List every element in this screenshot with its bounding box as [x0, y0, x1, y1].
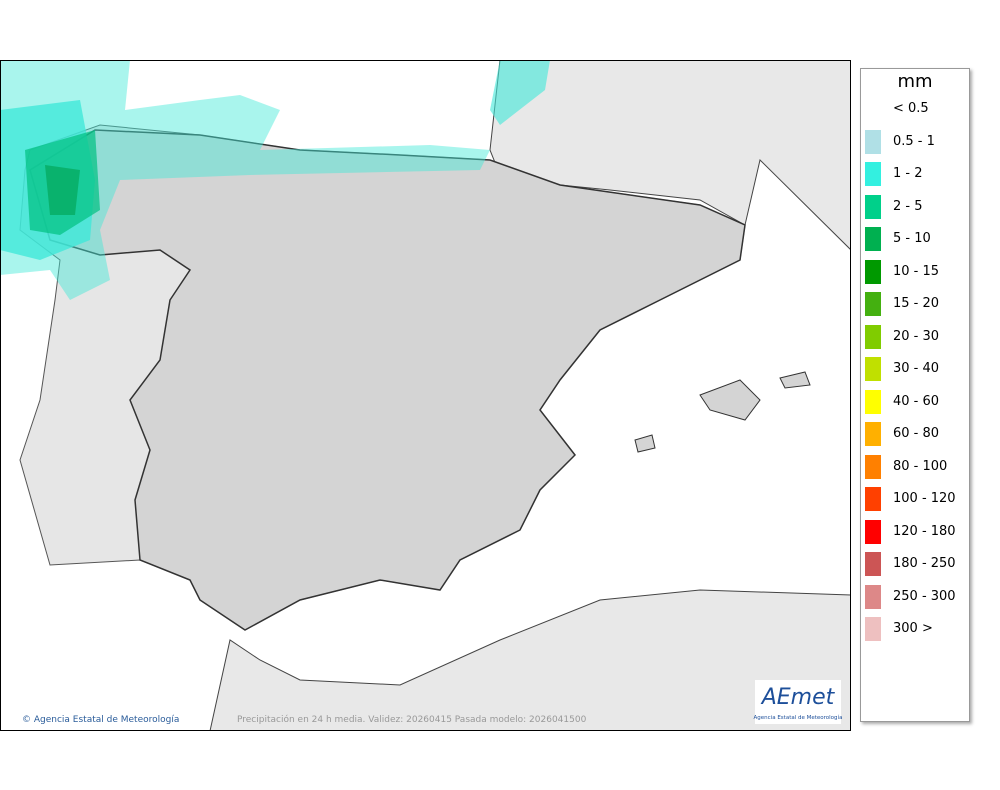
legend-swatch — [865, 422, 881, 446]
legend-label: 40 - 60 — [893, 393, 940, 409]
legend-item: 1 - 2 — [865, 162, 969, 186]
legend-label: 80 - 100 — [893, 458, 948, 474]
legend-swatch — [865, 552, 881, 576]
legend-label: 10 - 15 — [893, 263, 940, 279]
legend-label: 120 - 180 — [893, 523, 956, 539]
legend-item: 120 - 180 — [865, 519, 969, 544]
credit: © Agencia Estatal de Meteorología — [22, 715, 179, 725]
legend-item: 0.5 - 1 — [865, 129, 969, 154]
legend-swatch — [865, 389, 881, 414]
legend-item: < 0.5 — [865, 97, 969, 121]
legend-label: 250 - 300 — [893, 588, 956, 604]
legend-item: 60 - 80 — [865, 422, 969, 446]
legend-item: 10 - 15 — [865, 259, 969, 284]
legend-swatch — [865, 259, 881, 284]
map: © Agencia Estatal de Meteorología Precip… — [0, 60, 851, 731]
legend-swatch — [865, 97, 881, 121]
legend-label: 60 - 80 — [893, 426, 940, 441]
legend-swatch — [865, 162, 881, 186]
legend-label: < 0.5 — [893, 101, 929, 116]
legend-item: 300 > — [865, 617, 969, 641]
legend-swatch — [865, 519, 881, 544]
legend-label: 15 - 20 — [893, 296, 940, 311]
legend-swatch — [865, 487, 881, 511]
legend-label: 1 - 2 — [893, 166, 923, 181]
legend-item: 2 - 5 — [865, 194, 969, 219]
precip-1-2 — [490, 60, 550, 125]
mallorca — [699, 379, 761, 421]
legend-item: 15 - 20 — [865, 292, 969, 316]
logo-box — [755, 680, 841, 724]
legend-swatch — [865, 292, 881, 316]
legend-swatch — [865, 324, 881, 349]
legend-swatch — [865, 357, 881, 381]
legend-label: 300 > — [893, 621, 933, 636]
legend-title: mm — [897, 71, 933, 92]
ibiza — [634, 434, 656, 453]
legend-item: 5 - 10 — [865, 227, 969, 251]
legend-label: 180 - 250 — [893, 556, 956, 571]
precip-1-2 — [0, 60, 490, 300]
legend-label: 20 - 30 — [893, 328, 940, 344]
legend-item: 180 - 250 — [865, 552, 969, 576]
precip-5-10 — [45, 165, 80, 215]
legend-item: 250 - 300 — [865, 584, 969, 609]
legend-swatch — [865, 454, 881, 479]
legend-item: 40 - 60 — [865, 389, 969, 414]
logo: AEmet — [760, 685, 836, 710]
caption: Precipitación en 24 h media. Validez: 20… — [237, 714, 587, 725]
legend-label: 2 - 5 — [893, 198, 923, 214]
legend-item: 20 - 30 — [865, 324, 969, 349]
legend-item: 100 - 120 — [865, 487, 969, 511]
logo-subtitle: Agencia Estatal de Meteorología — [754, 714, 843, 721]
menorca — [779, 371, 811, 389]
legend-label: 30 - 40 — [893, 361, 940, 376]
legend-label: 5 - 10 — [893, 231, 931, 246]
legend-swatch — [865, 194, 881, 219]
legend-label: 100 - 120 — [893, 491, 956, 506]
legend-swatch — [865, 227, 881, 251]
africa — [209, 589, 851, 731]
legend: mm < 0.5 0.5 - 1 1 - 2 2 - 5 5 - 10 10 - 15 15… — [860, 68, 970, 722]
map-frame — [0, 60, 851, 731]
legend-item: 80 - 100 — [865, 454, 969, 479]
legend-swatch — [865, 584, 881, 609]
legend-swatch — [865, 129, 881, 154]
legend-label: 0.5 - 1 — [893, 133, 935, 149]
spain — [29, 129, 746, 631]
legend-item: 30 - 40 — [865, 357, 969, 381]
legend-swatch — [865, 617, 881, 641]
